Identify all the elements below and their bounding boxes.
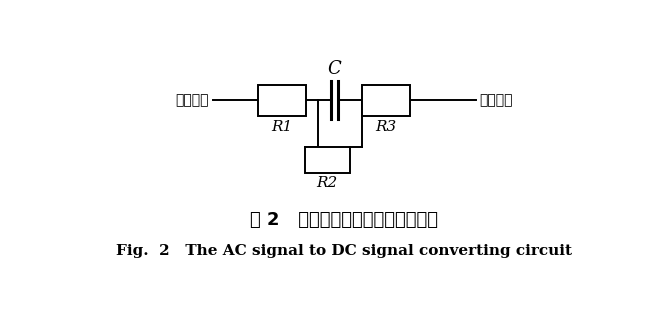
Text: R2: R2 [317,176,338,190]
Bar [304,147,349,173]
Text: 直流输出: 直流输出 [480,93,513,107]
Text: R3: R3 [376,120,396,134]
Bar [258,84,306,116]
Text: C: C [327,60,341,78]
Bar [362,84,410,116]
Text: R1: R1 [271,120,292,134]
Text: 交流输入: 交流输入 [176,93,209,107]
Text: Fig.  2   The AC signal to DC signal converting circuit: Fig. 2 The AC signal to DC signal conver… [116,244,573,258]
Text: 图 2   交流信号到直流信号转换电路: 图 2 交流信号到直流信号转换电路 [251,211,438,229]
